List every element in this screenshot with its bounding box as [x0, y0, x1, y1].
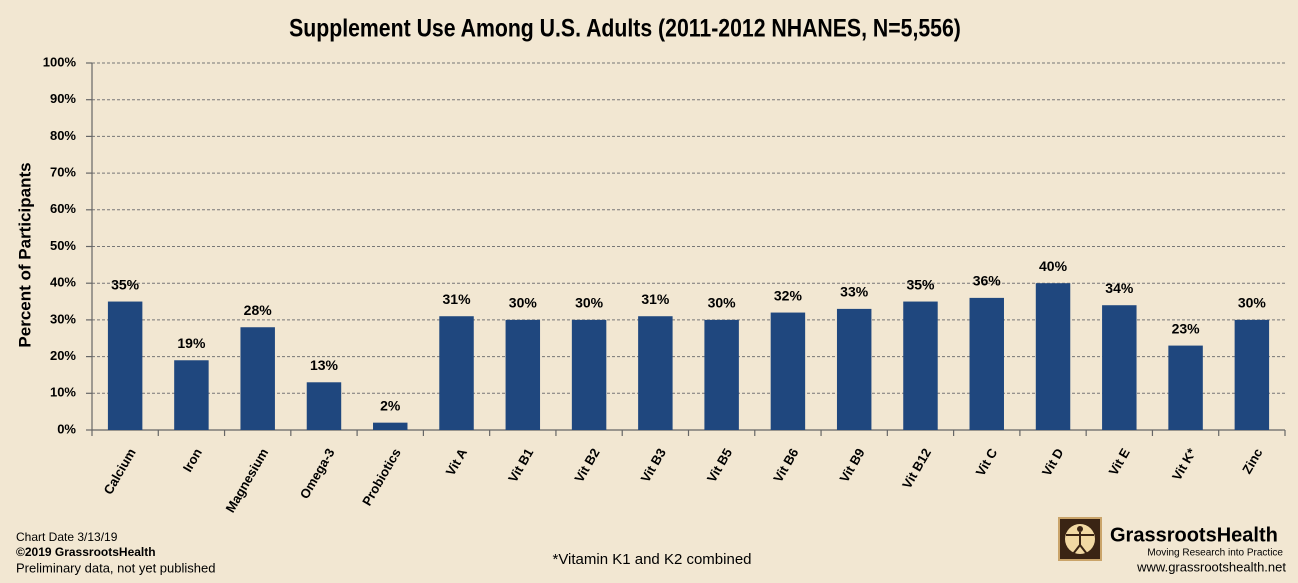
value-label: 31%: [443, 291, 472, 307]
brand: GrassrootsHealth: [1110, 524, 1278, 546]
website: www.grassrootshealth.net: [1136, 559, 1286, 574]
chart-title: Supplement Use Among U.S. Adults (2011-2…: [289, 14, 961, 42]
x-tick-label: Vit C: [973, 445, 1001, 478]
logo: [1058, 517, 1102, 561]
value-label: 33%: [840, 284, 869, 300]
value-label: 40%: [1039, 258, 1068, 274]
bar: [240, 327, 275, 430]
bar: [836, 308, 872, 430]
value-label: 19%: [177, 335, 206, 351]
value-label: 23%: [1172, 320, 1201, 336]
x-tick-label: Vit K*: [1169, 445, 1200, 483]
y-tick-label: 20%: [50, 348, 76, 363]
x-tick-label: Probiotics: [359, 446, 404, 509]
x-tick-label: Vit B6: [770, 446, 801, 485]
value-label: 30%: [708, 295, 737, 311]
value-label: 32%: [774, 287, 803, 303]
bar: [903, 301, 938, 430]
bar: [1102, 305, 1137, 430]
value-label: 31%: [641, 291, 670, 307]
x-tick-label: Omega-3: [297, 446, 338, 502]
bar: [571, 319, 607, 430]
y-tick-label: 80%: [50, 128, 76, 143]
bar: [107, 301, 143, 430]
x-tick-label: Vit D: [1039, 446, 1067, 479]
x-tick-label: Magnesium: [223, 446, 272, 515]
bar: [1035, 283, 1071, 430]
bar: [505, 319, 541, 430]
value-label: 30%: [1238, 295, 1267, 311]
y-tick-label: 30%: [50, 311, 76, 326]
value-label: 36%: [973, 273, 1002, 289]
bar: [770, 312, 806, 430]
x-tick-label: Vit A: [443, 445, 471, 478]
x-tick-label: Iron: [180, 446, 205, 475]
bar: [969, 297, 1004, 430]
y-axis-label: Percent of Participants: [15, 162, 34, 347]
bar: [174, 360, 209, 430]
y-tick-label: 90%: [50, 91, 76, 106]
x-tick-label: Vit B1: [505, 446, 536, 485]
status-note: Preliminary data, not yet published: [16, 560, 215, 575]
value-label: 35%: [906, 276, 935, 292]
x-tick-label: Vit B3: [638, 446, 669, 485]
chart-date: Chart Date 3/13/19: [16, 530, 118, 544]
x-tick-label: Zinc: [1239, 446, 1265, 477]
value-label: 34%: [1105, 280, 1134, 296]
bar: [704, 319, 739, 430]
y-tick-label: 100%: [43, 54, 77, 69]
x-tick-label: Vit B5: [704, 446, 735, 485]
value-label: 30%: [509, 295, 538, 311]
value-label: 13%: [310, 357, 339, 373]
value-label: 30%: [575, 295, 604, 311]
bar: [439, 316, 474, 430]
bar: [373, 422, 408, 430]
copyright: ©2019 GrassrootsHealth: [16, 545, 156, 559]
x-tick-label: Vit B9: [836, 446, 867, 485]
y-tick-label: 60%: [50, 201, 76, 216]
bar: [1234, 319, 1270, 430]
footnote: *Vitamin K1 and K2 combined: [552, 551, 751, 568]
y-tick-label: 70%: [50, 165, 76, 180]
y-tick-label: 10%: [50, 385, 76, 400]
x-tick-label: Vit E: [1106, 445, 1133, 478]
y-tick-label: 40%: [50, 275, 76, 290]
bar: [638, 316, 673, 430]
value-label: 2%: [380, 397, 401, 413]
bar: [306, 382, 342, 430]
x-tick-label: Calcium: [100, 446, 138, 497]
tagline: Moving Research into Practice: [1147, 548, 1283, 559]
x-tick-label: Vit B12: [899, 446, 934, 491]
bar: [1168, 345, 1203, 430]
y-tick-label: 50%: [50, 238, 76, 253]
value-label: 35%: [111, 276, 140, 292]
y-tick-label: 0%: [57, 421, 76, 436]
x-tick-label: Vit B2: [571, 446, 602, 485]
value-label: 28%: [244, 302, 273, 318]
